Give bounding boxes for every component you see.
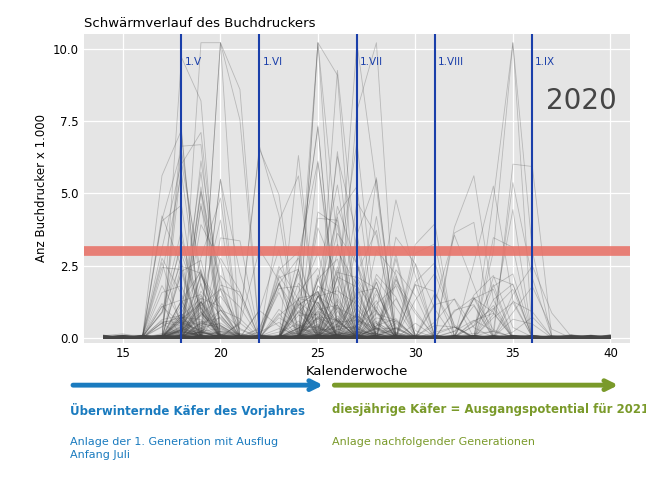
Text: 1.IX: 1.IX [536,57,556,67]
Text: Anlage nachfolgender Generationen: Anlage nachfolgender Generationen [331,436,534,447]
Text: 1.V: 1.V [184,57,202,67]
Text: Überwinternde Käfer des Vorjahres: Überwinternde Käfer des Vorjahres [70,402,305,417]
Text: 1.VII: 1.VII [360,57,383,67]
Y-axis label: Anz Buchdrucker x 1.000: Anz Buchdrucker x 1.000 [35,114,48,262]
Text: 1.VIII: 1.VIII [438,57,464,67]
Text: 2020: 2020 [546,87,616,115]
Text: 1.VI: 1.VI [262,57,282,67]
Text: Schwärmverlauf des Buchdruckers: Schwärmverlauf des Buchdruckers [84,17,315,30]
Text: Anlage der 1. Generation mit Ausflug
Anfang Juli: Anlage der 1. Generation mit Ausflug Anf… [70,436,278,460]
Text: diesjährige Käfer = Ausgangspotential für 2021: diesjährige Käfer = Ausgangspotential fü… [331,402,646,416]
X-axis label: Kalenderwoche: Kalenderwoche [306,364,408,378]
